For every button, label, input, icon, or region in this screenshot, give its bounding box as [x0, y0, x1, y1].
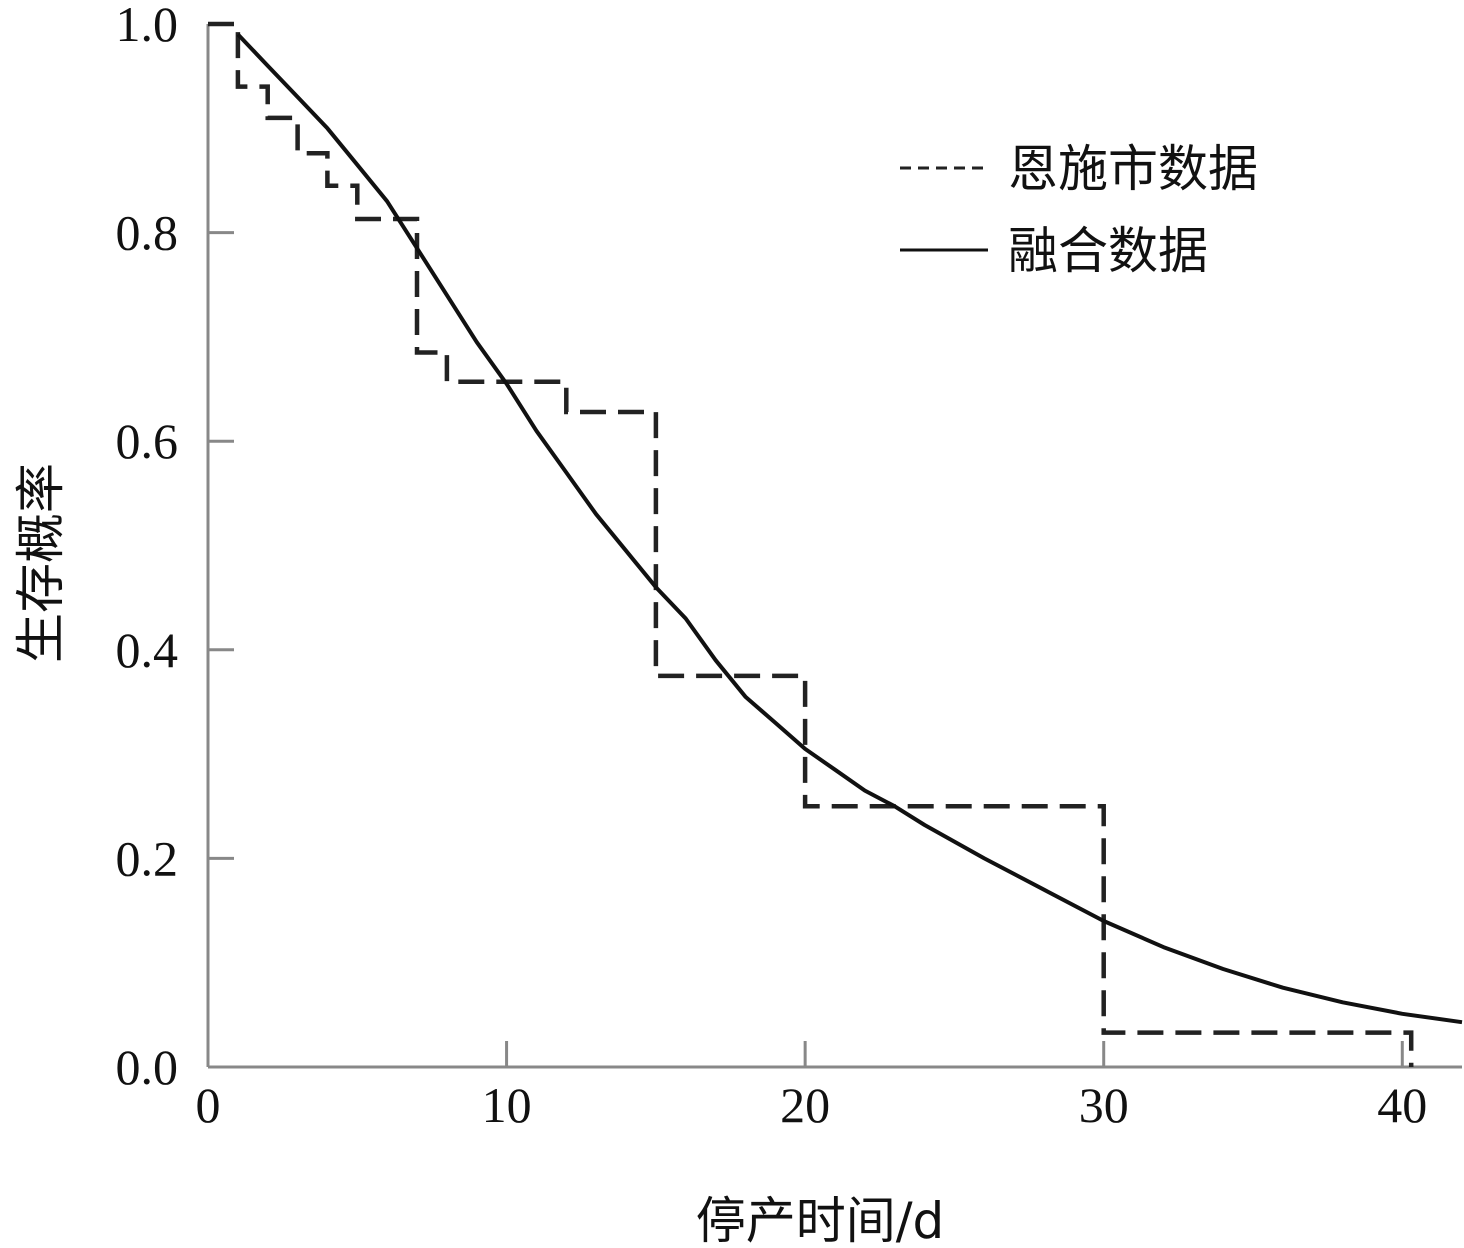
x-axis-title: 停产时间/d [696, 1192, 945, 1248]
enshi-data-step-line [208, 21, 1414, 1067]
series [208, 21, 1463, 1067]
y-axis-title: 生存概率 [12, 463, 70, 663]
x-tick-label: 40 [1377, 1077, 1427, 1133]
y-tick-label: 0.0 [116, 1039, 179, 1095]
axes [206, 24, 1462, 1069]
y-tick-label: 0.6 [116, 413, 179, 469]
y-tick-label: 0.8 [116, 205, 179, 261]
y-tick-label: 0.4 [116, 622, 179, 678]
x-tick-label: 30 [1079, 1077, 1129, 1133]
x-tick-label: 10 [482, 1077, 532, 1133]
ticks: 0 10 20 30 40 0.0 0.2 0.4 0.6 0.8 1.0 [116, 0, 1428, 1133]
legend-label: 恩施市数据 [1008, 140, 1258, 198]
x-tick-label: 0 [196, 1077, 221, 1133]
legend-label: 融合数据 [1008, 222, 1208, 280]
y-tick-label: 0.2 [116, 830, 179, 886]
x-tick-label: 20 [780, 1077, 830, 1133]
y-tick-label: 1.0 [116, 0, 179, 52]
fused-data-line [236, 33, 1463, 1025]
